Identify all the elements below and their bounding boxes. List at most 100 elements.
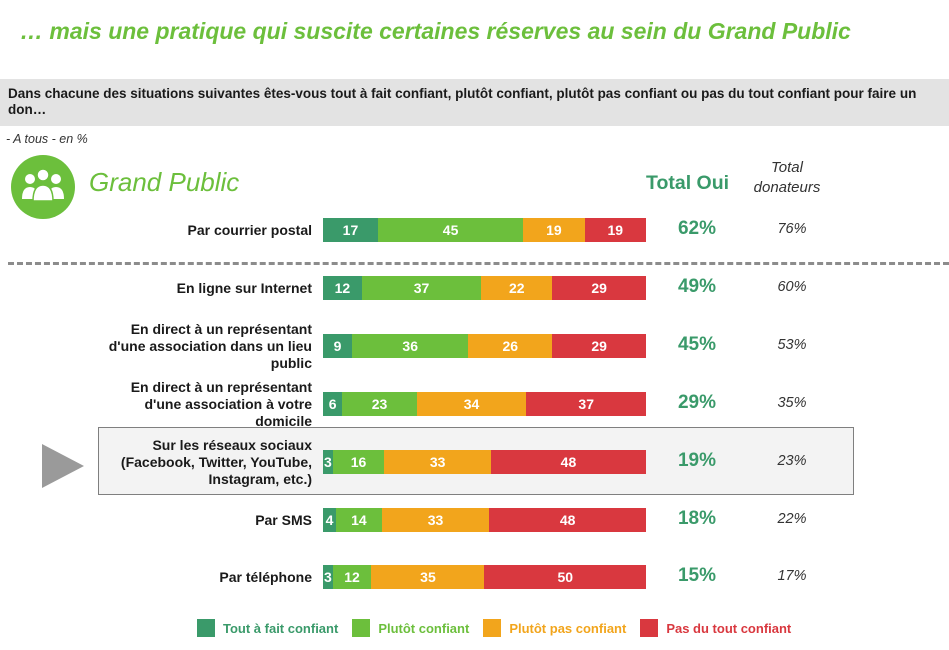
bar-row: 9 36 26 29: [323, 334, 646, 358]
row-label-text: Par SMS: [255, 512, 312, 529]
bar-segment: 9: [323, 334, 353, 358]
legend-item-plutot: Plutôt confiant: [352, 619, 469, 637]
bar-segment: 29: [552, 276, 646, 300]
question-box: Dans chacune des situations suivantes êt…: [0, 79, 949, 126]
legend: Tout à fait confiant Plutôt confiant Plu…: [197, 619, 805, 637]
bar-row: 3 12 35 50: [323, 565, 646, 589]
legend-label: Plutôt pas confiant: [509, 620, 627, 636]
bar-row: 6 23 34 37: [323, 392, 646, 416]
row-label-line: En direct à un représentant: [130, 378, 312, 395]
bar-segment: 35: [371, 565, 485, 589]
bar-segment: 23: [342, 392, 417, 416]
bar-segment: 14: [336, 508, 382, 532]
legend-label: Plutôt confiant: [378, 620, 470, 636]
total-oui-value: 18%: [677, 508, 717, 529]
bar-segment: 19: [584, 218, 646, 242]
row-label-line: (Facebook, Twitter, YouTube,: [120, 453, 312, 470]
row-label-text: Par courrier postal: [188, 222, 313, 239]
total-oui-value: 15%: [677, 565, 717, 586]
total-donateurs-value: 35%: [777, 395, 807, 411]
row-label-text: En ligne sur Internet: [177, 280, 312, 297]
bar-segment: 12: [323, 276, 362, 300]
row-label-line: En direct à un représentant: [130, 320, 312, 337]
row-label-text: En direct à un représentant d'une associa…: [131, 379, 312, 430]
bar-segment: 3: [323, 565, 333, 589]
total-oui-value: 29%: [677, 392, 717, 413]
bar-segment: 37: [361, 276, 482, 300]
row-label-text: En direct à un représentant d'une associa…: [109, 321, 312, 372]
bar-segment: 29: [552, 334, 646, 358]
total-donateurs-value: 76%: [777, 221, 807, 237]
row-label-text: Par téléphone: [219, 569, 312, 586]
group-label: Grand Public: [89, 167, 240, 197]
section-divider: [8, 262, 949, 265]
row-label: Par téléphone: [82, 551, 312, 603]
row-label-line: En ligne sur Internet: [176, 279, 312, 296]
total-donateurs-value: 53%: [777, 337, 807, 353]
legend-item-pas-du-tout: Pas du tout confiant: [640, 619, 791, 637]
page-title: … mais une pratique qui suscite certaine…: [20, 18, 851, 44]
legend-swatch: [352, 619, 371, 637]
bar-segment: 37: [526, 392, 646, 416]
play-arrow-icon: [42, 444, 84, 488]
total-donateurs-value: 22%: [777, 511, 807, 527]
legend-label: Pas du tout confiant: [666, 620, 792, 636]
bar-segment: 48: [489, 508, 646, 532]
total-oui-value: 19%: [677, 450, 717, 471]
question-text: Dans chacune des situations suivantes êt…: [8, 86, 917, 117]
legend-swatch: [197, 619, 215, 637]
row-label: En ligne sur Internet: [82, 262, 312, 314]
total-oui-value: 62%: [677, 218, 717, 239]
total-donateurs-value: 17%: [777, 568, 807, 584]
bar-segment: 34: [416, 392, 527, 416]
column-header-total-oui: Total Oui: [646, 172, 730, 194]
total-oui-value: 49%: [677, 276, 717, 297]
bar-segment: 45: [377, 218, 524, 242]
total-donateurs-value: 23%: [777, 453, 807, 469]
legend-swatch: [640, 619, 659, 637]
bar-segment: 36: [352, 334, 469, 358]
people-group-icon: [11, 155, 75, 219]
row-label-line: Par téléphone: [219, 568, 312, 585]
bar-segment: 33: [384, 450, 491, 474]
bar-segment: 6: [323, 392, 343, 416]
bar-segment: 3: [323, 450, 333, 474]
bar-row: 12 37 22 29: [323, 276, 646, 300]
row-label-line: Par courrier postal: [187, 221, 313, 238]
bar-segment: 17: [323, 218, 378, 242]
bar-row: 17 45 19 19: [323, 218, 646, 242]
row-label: Sur les réseaux sociaux (Facebook, Twitte…: [82, 436, 312, 488]
base-note: - A tous - en %: [6, 132, 88, 146]
row-label-line: public: [270, 354, 312, 371]
column-header-total-donateurs-line1: Total: [771, 159, 803, 176]
bar-row: 3 16 33 48: [323, 450, 646, 474]
legend-swatch: [483, 619, 502, 637]
bar-row: 4 14 33 48: [323, 508, 646, 532]
bar-segment: 50: [484, 565, 646, 589]
bar-segment: 33: [381, 508, 490, 532]
row-label-text: Sur les réseaux sociaux (Facebook, Twitte…: [121, 437, 312, 488]
column-header-total-donateurs: Total donateurs: [742, 158, 832, 198]
bar-segment: 48: [490, 450, 646, 474]
bar-segment: 12: [332, 565, 372, 589]
legend-item-plutot-pas: Plutôt pas confiant: [483, 619, 626, 637]
bar-segment: 16: [332, 450, 385, 474]
legend-item-tout-a-fait: Tout à fait confiant: [197, 619, 338, 637]
row-label-line: Instagram, etc.): [208, 470, 312, 487]
bar-segment: 19: [523, 218, 585, 242]
bar-segment: 26: [468, 334, 553, 358]
row-label: En direct à un représentant d'une associa…: [82, 378, 312, 430]
row-label-line: Par SMS: [255, 511, 312, 528]
row-label: En direct à un représentant d'une associa…: [82, 320, 312, 372]
row-label-line: Sur les réseaux sociaux: [152, 436, 312, 453]
row-label-line: d'une association dans un lieu: [108, 337, 312, 354]
bar-segment: 4: [323, 508, 337, 532]
column-header-total-donateurs-line2: donateurs: [753, 179, 821, 196]
row-label: Par courrier postal: [82, 204, 313, 256]
row-label-line: domicile: [255, 412, 312, 429]
total-oui-value: 45%: [677, 334, 717, 355]
total-donateurs-value: 60%: [777, 279, 807, 295]
row-label-line: d'une association à votre: [144, 395, 313, 412]
row-label: Par SMS: [82, 494, 312, 546]
legend-label: Tout à fait confiant: [223, 620, 339, 636]
